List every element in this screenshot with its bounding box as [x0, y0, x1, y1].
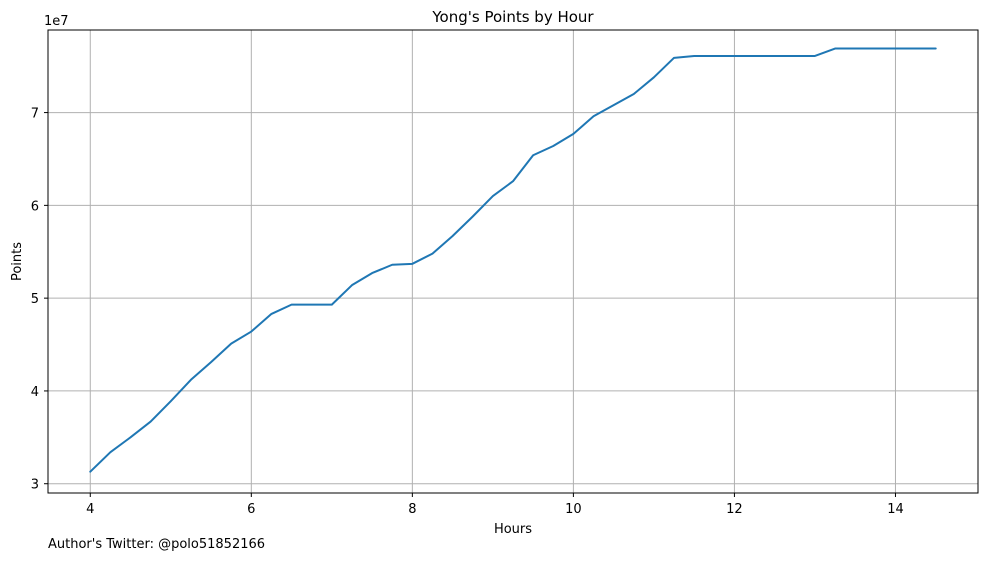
- axis-ticks: 4 6 8 10 12 14 3 4 5 6 7: [31, 107, 904, 517]
- x-tick-label: 8: [408, 502, 416, 517]
- chart-title: Yong's Points by Hour: [431, 8, 594, 26]
- x-axis-title: Hours: [494, 522, 532, 537]
- x-tick-label: 10: [565, 502, 582, 517]
- plot-frame: [47, 29, 979, 494]
- x-tick-label: 4: [86, 502, 94, 517]
- y-tick-label: 3: [31, 478, 39, 493]
- y-tick-label: 7: [31, 107, 39, 122]
- y-axis-offset-label: 1e7: [44, 14, 69, 29]
- series-line: [89, 47, 937, 473]
- x-tick-label: 12: [726, 502, 743, 517]
- x-tick-label: 6: [247, 502, 255, 517]
- y-axis-title: Points: [10, 242, 25, 281]
- grid-lines: [48, 30, 978, 493]
- y-tick-label: 4: [31, 385, 39, 400]
- author-twitter-note: Author's Twitter: @polo51852166: [48, 537, 266, 552]
- y-tick-label: 6: [31, 199, 39, 214]
- series-layer: [89, 47, 937, 473]
- y-tick-label: 5: [31, 292, 39, 307]
- x-tick-label: 14: [887, 502, 904, 517]
